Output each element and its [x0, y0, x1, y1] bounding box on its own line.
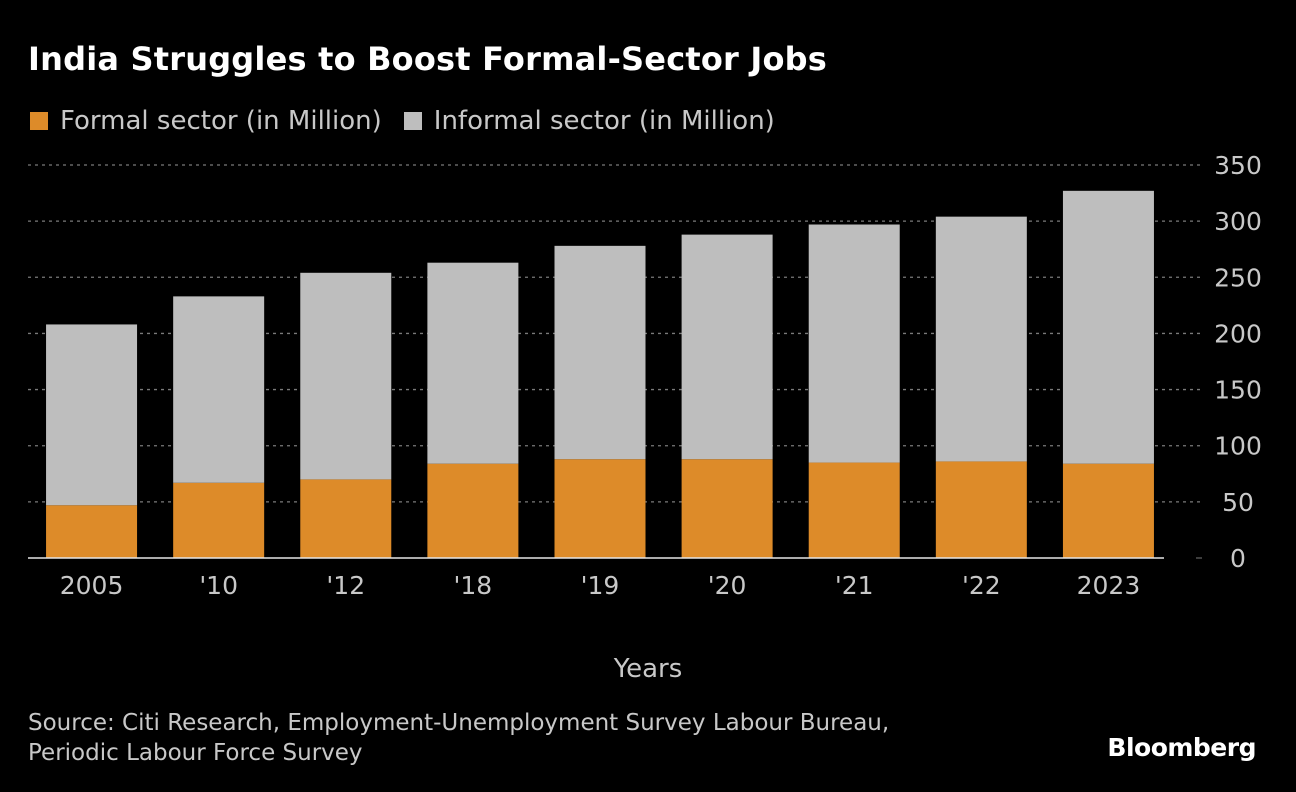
bar-formal-8 — [1062, 463, 1154, 558]
x-tick-label-5: '20 — [708, 571, 747, 600]
bar-formal-5 — [681, 459, 773, 558]
legend-item-formal: Formal sector (in Million) — [30, 106, 382, 136]
legend-label-formal: Formal sector (in Million) — [60, 106, 382, 136]
y-tick-label-200: 200 — [1214, 319, 1262, 348]
bar-formal-6 — [808, 462, 900, 558]
bar-informal-6 — [808, 224, 900, 463]
bar-informal-5 — [681, 234, 773, 460]
y-tick-label-300: 300 — [1214, 207, 1262, 236]
legend: Formal sector (in Million) Informal sect… — [30, 106, 797, 136]
stacked-bar-chart: 0 50 100 150 200 250 300 350 2005 '10 '12 '18 '19 '20… — [28, 151, 1262, 684]
bar-formal-1 — [173, 482, 265, 558]
y-tick-label-0: 0 — [1230, 544, 1246, 573]
source-note: Source: Citi Research, Employment-Unempl… — [28, 708, 889, 768]
bloomberg-logo: Bloomberg — [1107, 733, 1256, 762]
x-tick-label-4: '19 — [581, 571, 620, 600]
x-tick-label-1: '10 — [199, 571, 238, 600]
y-tick-label-350: 350 — [1214, 151, 1262, 180]
bar-informal-1 — [173, 296, 265, 483]
legend-swatch-formal — [30, 112, 48, 130]
x-tick-label-2: '12 — [326, 571, 365, 600]
x-tick-label-7: '22 — [962, 571, 1001, 600]
bar-informal-8 — [1062, 190, 1154, 464]
x-tick-label-6: '21 — [835, 571, 874, 600]
source-line-1: Source: Citi Research, Employment-Unempl… — [28, 710, 890, 736]
bar-informal-0 — [46, 324, 138, 506]
y-tick-label-50: 50 — [1222, 488, 1254, 517]
bar-informal-3 — [427, 262, 519, 464]
bar-informal-4 — [554, 245, 646, 460]
y-tick-label-100: 100 — [1214, 432, 1262, 461]
bar-informal-2 — [300, 272, 392, 480]
x-axis-title: Years — [613, 654, 683, 684]
x-tick-label-3: '18 — [454, 571, 493, 600]
legend-swatch-informal — [403, 112, 422, 130]
x-tick-label-0: 2005 — [60, 571, 124, 600]
bar-formal-2 — [300, 479, 392, 558]
y-tick-label-150: 150 — [1214, 376, 1262, 405]
bar-formal-0 — [46, 505, 138, 558]
bar-formal-4 — [554, 459, 646, 558]
legend-label-informal: Informal sector (in Million) — [433, 106, 775, 136]
bar-informal-7 — [935, 216, 1027, 462]
bar-formal-7 — [935, 461, 1027, 558]
x-tick-label-8: 2023 — [1077, 571, 1141, 600]
source-line-2: Periodic Labour Force Survey — [28, 740, 363, 766]
y-tick-label-250: 250 — [1214, 263, 1262, 292]
legend-item-informal: Informal sector (in Million) — [403, 106, 775, 136]
chart-title: India Struggles to Boost Formal-Sector J… — [28, 40, 828, 78]
bar-formal-3 — [427, 463, 519, 558]
